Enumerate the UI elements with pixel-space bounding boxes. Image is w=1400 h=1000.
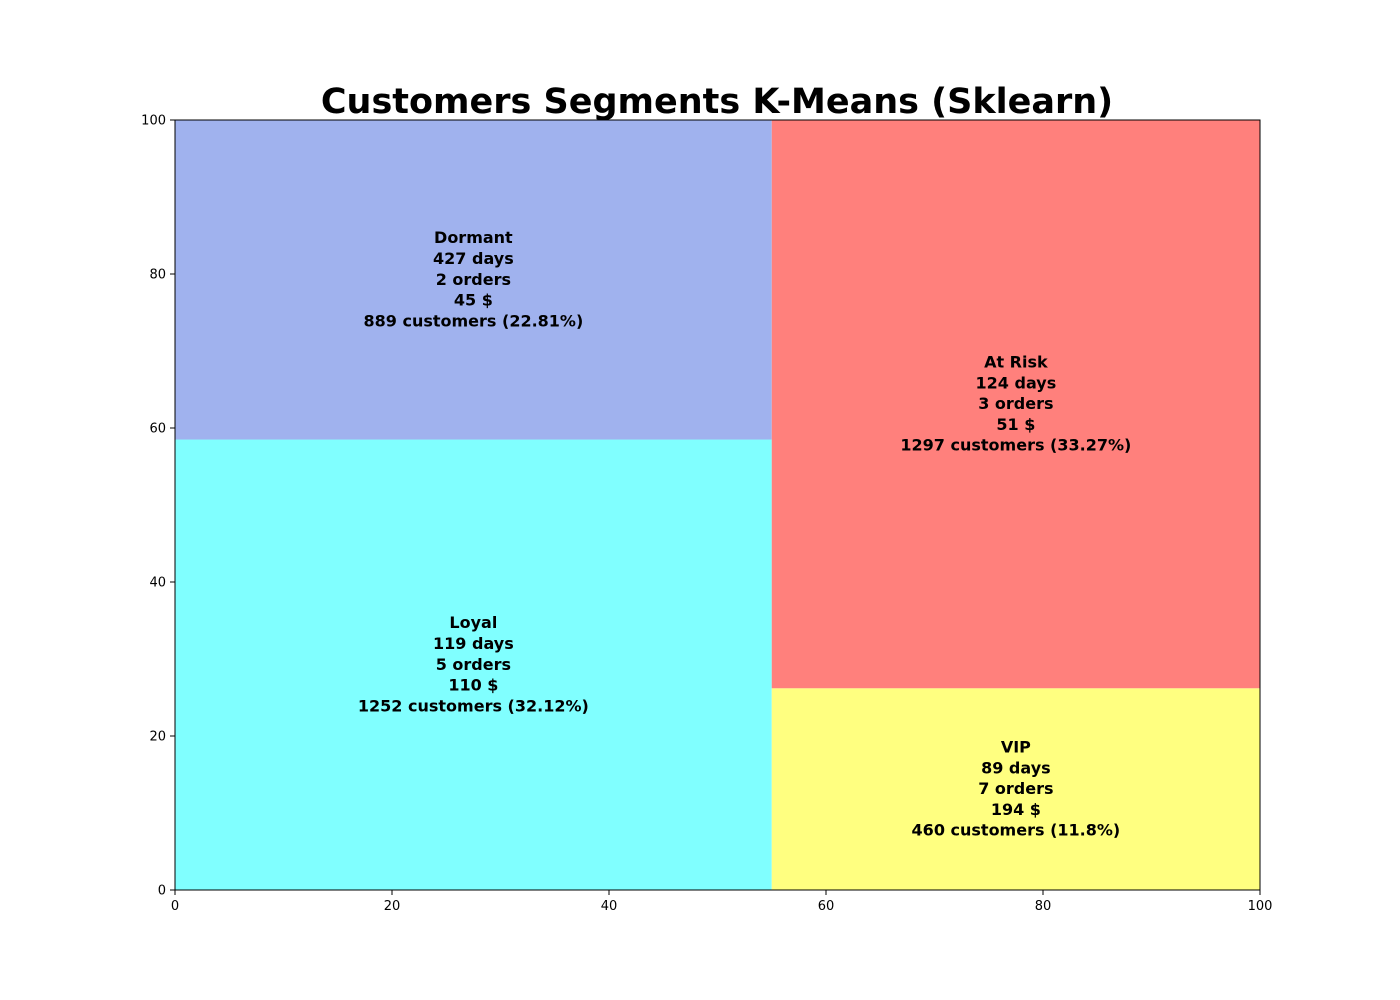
segment-vip-line-3: 194 $ xyxy=(991,800,1041,819)
segment-dormant-line-3: 45 $ xyxy=(454,291,493,310)
segments-group: Loyal 119 days 5 orders 110 $1252 customers… xyxy=(175,120,1260,890)
segment-loyal-line-1: 119 days xyxy=(433,634,514,653)
segment-dormant-line-2: 2 orders xyxy=(436,270,511,289)
segment-loyal-line-4: 1252 customers (32.12%) xyxy=(358,696,589,715)
segment-vip-line-4: 460 customers (11.8%) xyxy=(912,821,1121,840)
segment-at-risk-line-4: 1297 customers (33.27%) xyxy=(900,436,1131,455)
segment-vip-line-1: 89 days xyxy=(981,758,1051,777)
segment-loyal-line-3: 110 $ xyxy=(448,676,498,695)
y-tick-label: 40 xyxy=(149,576,166,591)
segment-at-risk-line-0: At Risk xyxy=(984,353,1048,372)
segment-vip-line-0: VIP xyxy=(1001,738,1031,757)
segment-vip-line-2: 7 orders xyxy=(978,779,1053,798)
segment-loyal-label: Loyal 119 days 5 orders 110 $1252 customers… xyxy=(358,613,589,715)
x-tick-label: 100 xyxy=(1248,899,1273,914)
x-tick-label: 80 xyxy=(1035,899,1052,914)
y-tick-label: 80 xyxy=(149,268,166,283)
y-tick-label: 0 xyxy=(158,884,166,899)
segment-loyal-rect xyxy=(175,439,772,890)
segment-at-risk-rect xyxy=(771,120,1260,689)
segment-vip-rect xyxy=(771,688,1260,890)
y-tick-label: 100 xyxy=(141,114,166,129)
segment-at-risk-line-2: 3 orders xyxy=(978,394,1053,413)
segment-dormant-line-4: 889 customers (22.81%) xyxy=(363,311,583,330)
segment-loyal-line-2: 5 orders xyxy=(436,655,511,674)
segment-dormant-rect xyxy=(175,120,772,440)
segment-vip-label: VIP 89 days 7 orders 194 $ 460 customers (11… xyxy=(912,738,1121,840)
segment-at-risk-line-1: 124 days xyxy=(976,373,1057,392)
segment-loyal-line-0: Loyal xyxy=(449,613,497,632)
y-tick-label: 20 xyxy=(149,730,166,745)
segment-dormant-line-1: 427 days xyxy=(433,249,514,268)
segment-dormant-label: Dormant 427 days 2 orders 45 $889 customers… xyxy=(363,228,583,330)
segment-at-risk-label: At Risk 124 days 3 orders 51 $ 1297 customer… xyxy=(900,353,1131,455)
chart-title: Customers Segments K-Means (Sklearn) xyxy=(321,82,1113,122)
segment-at-risk-line-3: 51 $ xyxy=(996,415,1035,434)
x-tick-label: 0 xyxy=(171,899,179,914)
x-tick-label: 40 xyxy=(601,899,618,914)
axis-ticks: 0 20 40 60 80 100 0 20 40 60 80 100 xyxy=(141,114,1272,915)
segment-dormant-line-0: Dormant xyxy=(434,228,513,247)
y-tick-label: 60 xyxy=(149,422,166,437)
x-tick-label: 60 xyxy=(818,899,835,914)
x-tick-label: 20 xyxy=(384,899,401,914)
plot-frame xyxy=(174,119,1261,891)
